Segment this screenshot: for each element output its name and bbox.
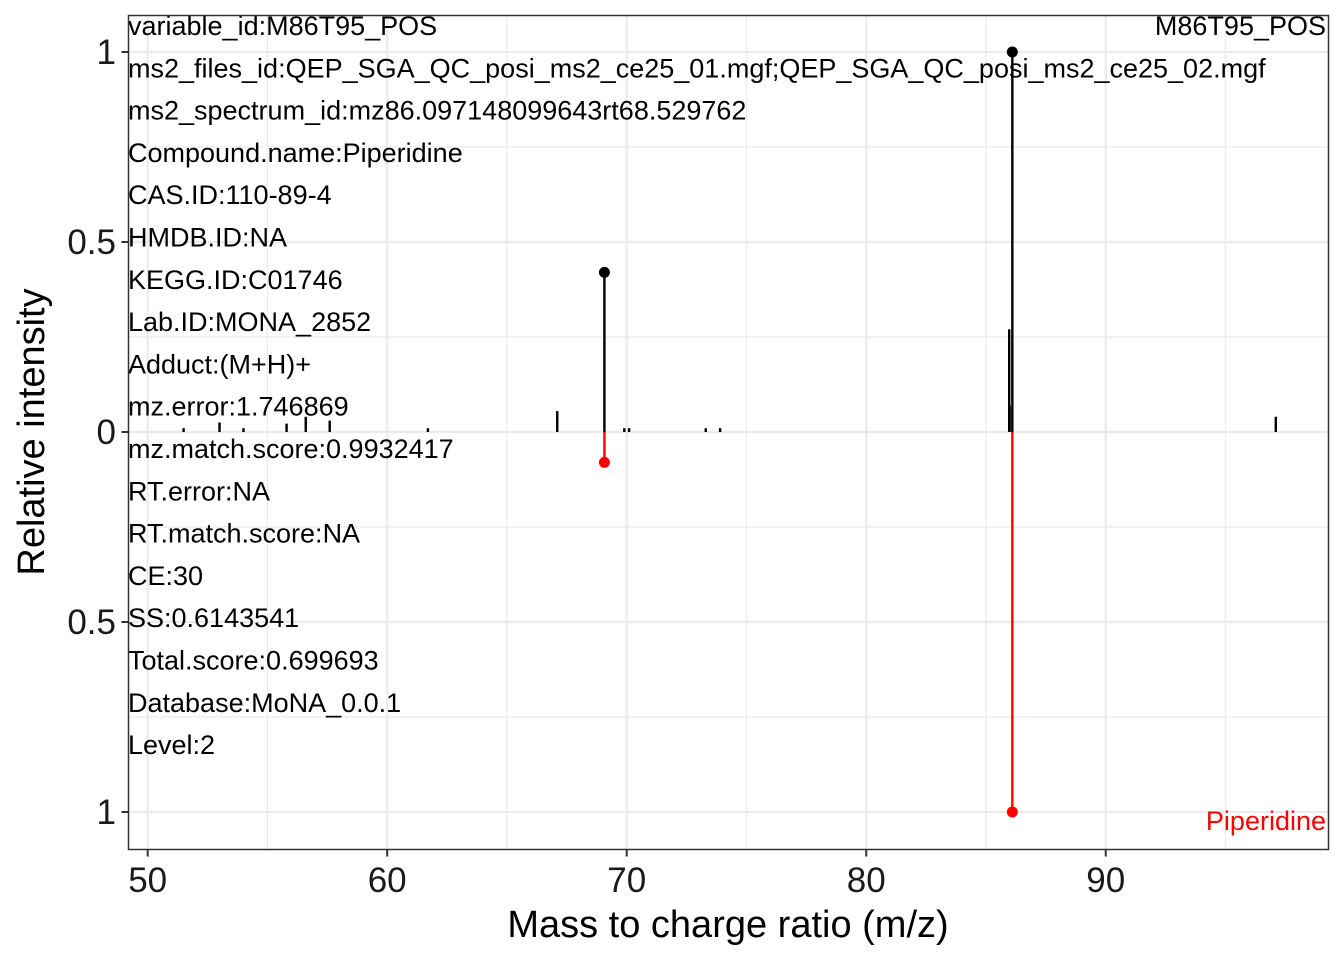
annotation-line: mz.error:1.746869 <box>128 392 349 422</box>
y-tick-label: 0.5 <box>67 603 116 642</box>
annotation-line: HMDB.ID:NA <box>128 223 287 253</box>
y-tick-label: 1 <box>97 33 116 72</box>
x-tick-label: 50 <box>128 861 167 900</box>
annotation-line: mz.match.score:0.9932417 <box>128 434 454 464</box>
annotation-line: Level:2 <box>128 730 215 760</box>
experimental-matched-peak-point <box>1006 46 1018 58</box>
y-tick-label: 0 <box>97 413 116 452</box>
annotation-line: Database:MoNA_0.0.1 <box>128 688 401 718</box>
x-tick-label: 90 <box>1086 861 1125 900</box>
annotation-line: RT.error:NA <box>128 476 270 506</box>
annotation-line: RT.match.score:NA <box>128 519 360 549</box>
axes: 50 60 70 80 90 1 0.5 0 0.5 1 <box>67 33 1125 900</box>
annotation-line: Total.score:0.699693 <box>128 646 379 676</box>
grid-lines <box>128 15 1329 850</box>
annotation-block: variable_id:M86T95_POS ms2_files_id:QEP_S… <box>128 11 1267 761</box>
y-tick-label: 1 <box>97 793 116 832</box>
annotation-line: ms2_spectrum_id:mz86.097148099643rt68.52… <box>128 96 746 126</box>
x-tick-label: 70 <box>607 861 646 900</box>
y-axis-title: Relative intensity <box>11 288 53 575</box>
experimental-matched-peak-point <box>598 266 610 278</box>
annotation-line: CAS.ID:110-89-4 <box>128 180 332 210</box>
library-peak-point <box>1006 806 1018 818</box>
x-axis-title: Mass to charge ratio (m/z) <box>507 904 948 946</box>
annotation-line: variable_id:M86T95_POS <box>128 11 437 41</box>
library-peak-point <box>598 456 610 468</box>
x-tick-label: 80 <box>847 861 886 900</box>
annotation-line: KEGG.ID:C01746 <box>128 265 343 295</box>
annotation-line: ms2_files_id:QEP_SGA_QC_posi_ms2_ce25_01… <box>128 53 1266 83</box>
y-tick-label: 0.5 <box>67 223 116 262</box>
annotation-line: Lab.ID:MONA_2852 <box>128 307 371 337</box>
spectrum-peaks <box>182 46 1278 818</box>
annotation-line: Compound.name:Piperidine <box>128 138 463 168</box>
annotation-line: Adduct:(M+H)+ <box>128 349 311 379</box>
annotation-line: CE:30 <box>128 561 203 591</box>
x-tick-label: 60 <box>368 861 407 900</box>
library-spectrum-label: Piperidine <box>1206 806 1326 836</box>
annotation-line: SS:0.6143541 <box>128 603 299 633</box>
